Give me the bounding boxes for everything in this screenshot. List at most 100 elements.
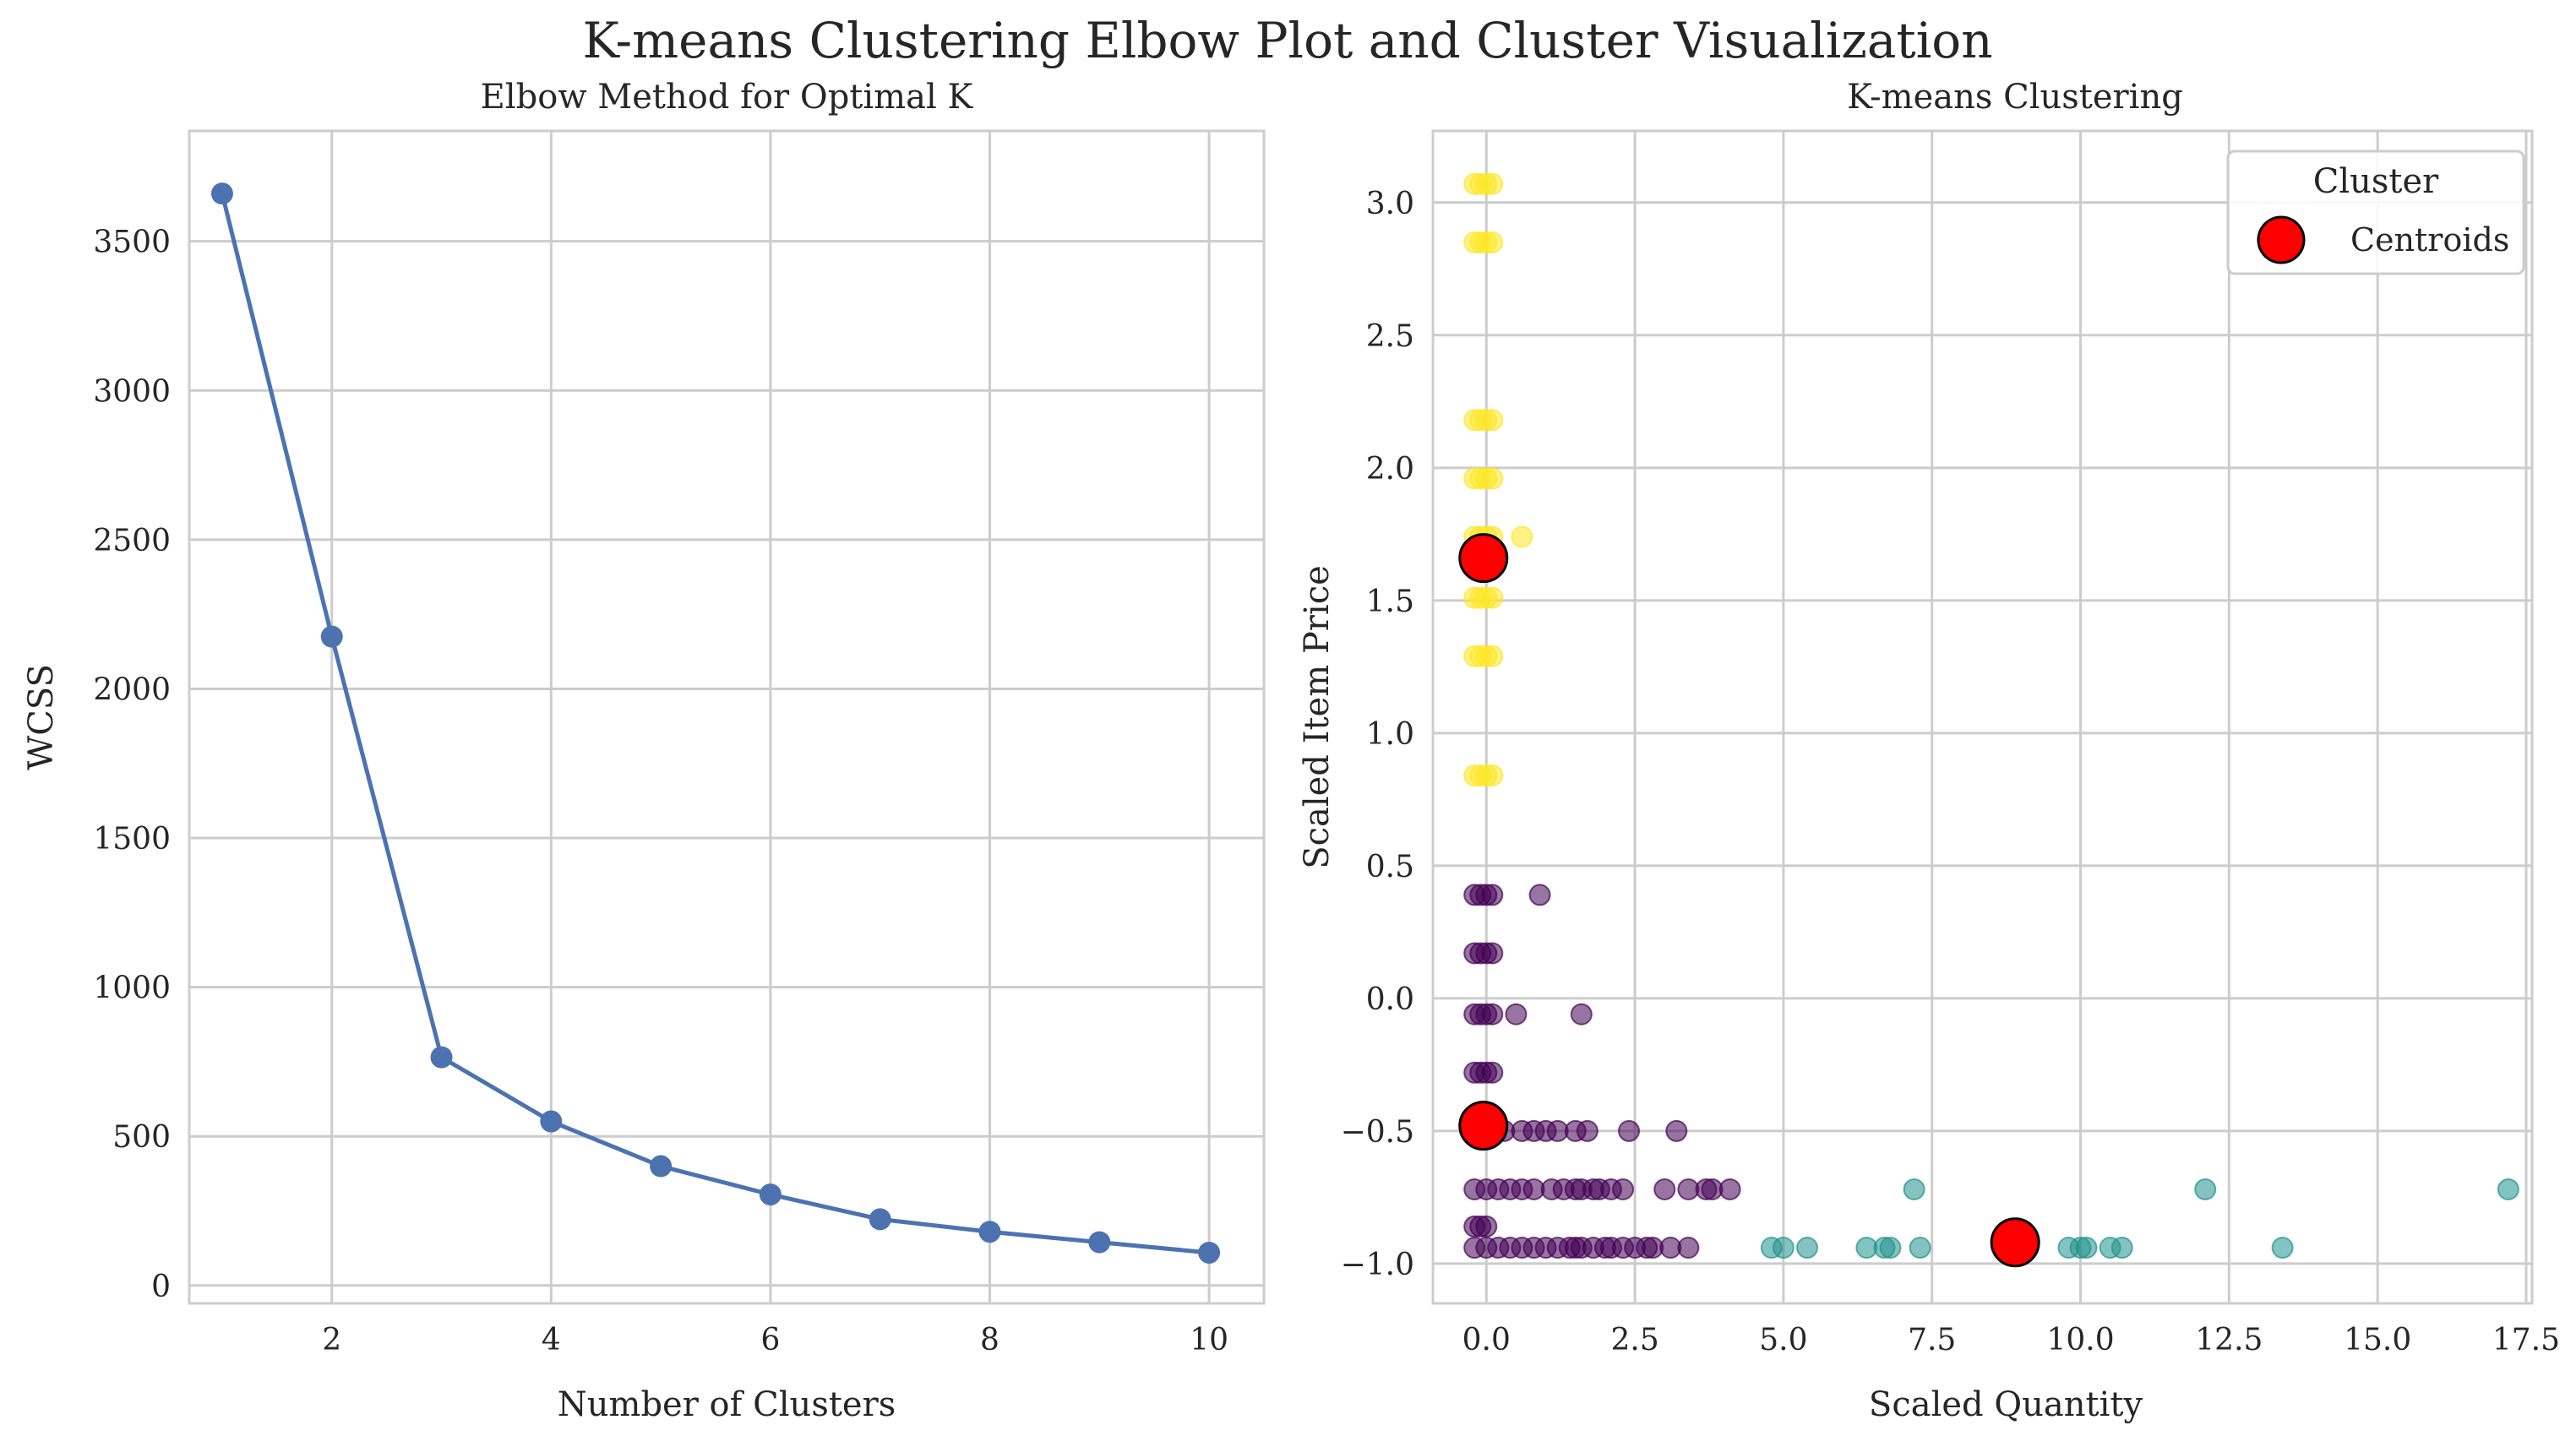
cluster-1-point bbox=[2075, 1237, 2098, 1259]
elbow-y-tick-label: 2500 bbox=[93, 524, 171, 558]
elbow-point bbox=[430, 1046, 453, 1069]
cluster-1-point bbox=[2497, 1178, 2519, 1200]
cluster-0-point bbox=[1481, 942, 1504, 965]
elbow-point bbox=[869, 1208, 891, 1231]
elbow-point bbox=[1198, 1241, 1221, 1264]
scatter-y-tick-label: 0.5 bbox=[1366, 850, 1414, 884]
elbow-point bbox=[210, 182, 233, 205]
cluster-1-point bbox=[1909, 1237, 1931, 1259]
elbow-x-tick-label: 6 bbox=[760, 1323, 780, 1357]
cluster-0-point bbox=[1481, 1061, 1504, 1084]
elbow-y-tick-label: 1000 bbox=[93, 971, 171, 1006]
scatter-x-tick-label: 0.0 bbox=[1462, 1323, 1511, 1357]
cluster-2-point bbox=[1481, 764, 1504, 787]
scatter-x-tick-label: 2.5 bbox=[1610, 1323, 1658, 1357]
elbow-x-tick-label: 10 bbox=[1190, 1323, 1228, 1357]
cluster-0-point bbox=[1528, 884, 1551, 906]
elbow-x-tick-label: 2 bbox=[322, 1323, 341, 1357]
scatter-y-tick-label: 3.0 bbox=[1366, 187, 1414, 221]
elbow-x-tick-label: 8 bbox=[980, 1323, 999, 1357]
cluster-0-point bbox=[1665, 1119, 1688, 1142]
cluster-1-point bbox=[1903, 1178, 1925, 1200]
cluster-1-point bbox=[2271, 1237, 2294, 1259]
elbow-y-tick-label: 1500 bbox=[93, 822, 171, 857]
cluster-1-point bbox=[2194, 1178, 2217, 1200]
scatter-y-tick-label: 1.5 bbox=[1366, 585, 1414, 619]
cluster-2-point bbox=[1481, 586, 1504, 609]
cluster-1-point bbox=[1772, 1237, 1794, 1259]
legend-centroids-label: Centroids bbox=[2350, 221, 2509, 258]
elbow-y-tick-label: 3500 bbox=[93, 226, 171, 260]
elbow-plot-frame bbox=[188, 129, 1266, 1305]
scatter-y-tick-label: −1.0 bbox=[1341, 1248, 1414, 1282]
elbow-y-tick-label: 0 bbox=[151, 1270, 171, 1304]
centroid-marker bbox=[1458, 533, 1509, 584]
elbow-series bbox=[210, 182, 1221, 1264]
cluster-0-point bbox=[1677, 1237, 1700, 1259]
elbow-y-axis-label: WCSS bbox=[22, 664, 61, 770]
elbow-x-tick-label: 4 bbox=[542, 1323, 561, 1357]
elbow-plot-title: Elbow Method for Optimal K bbox=[481, 78, 974, 117]
cluster-0-point bbox=[1618, 1119, 1641, 1142]
scatter-plot-title: K-means Clustering bbox=[1847, 78, 2183, 117]
scatter-x-axis-label: Scaled Quantity bbox=[1869, 1385, 2143, 1424]
scatter-plot-frame bbox=[1431, 129, 2534, 1305]
legend-centroid-swatch bbox=[2257, 215, 2306, 264]
scatter-x-tick-label: 10.0 bbox=[2046, 1323, 2114, 1357]
cluster-1-point bbox=[1879, 1237, 1902, 1259]
scatter-x-tick-labels: 0.0 2.5 5.0 7.5 10.0 12.5 15.0 17.5 bbox=[1462, 1323, 2560, 1357]
cluster-2-point bbox=[1481, 645, 1504, 667]
elbow-y-tick-label: 3000 bbox=[93, 374, 171, 409]
scatter-y-tick-label: 2.5 bbox=[1366, 319, 1414, 354]
elbow-y-tick-labels: 0 500 1000 1500 2000 2500 3000 3500 bbox=[93, 226, 171, 1304]
scatter-y-tick-label: 2.0 bbox=[1366, 452, 1414, 487]
cluster-0-point bbox=[1653, 1178, 1676, 1200]
elbow-point bbox=[978, 1221, 1001, 1243]
elbow-plot: Elbow Method for Optimal K 2 4 6 8 10 0 500 10… bbox=[22, 78, 1266, 1424]
scatter-x-tick-label: 7.5 bbox=[1908, 1323, 1956, 1357]
elbow-point bbox=[540, 1110, 563, 1133]
scatter-y-tick-label: 1.0 bbox=[1366, 717, 1414, 752]
elbow-point bbox=[1088, 1231, 1111, 1254]
cluster-0-point bbox=[1481, 1003, 1504, 1025]
scatter-x-tick-label: 12.5 bbox=[2195, 1323, 2263, 1357]
cluster-0-point bbox=[1481, 884, 1504, 906]
centroid-marker bbox=[1990, 1217, 2040, 1268]
elbow-gridlines bbox=[189, 131, 1264, 1303]
cluster-0-point bbox=[1576, 1119, 1598, 1142]
centroid-marker bbox=[1458, 1101, 1509, 1151]
cluster-1-point bbox=[2110, 1237, 2133, 1259]
scatter-legend: Cluster Centroids bbox=[2226, 150, 2525, 275]
cluster-0-point bbox=[1612, 1178, 1635, 1200]
elbow-x-tick-labels: 2 4 6 8 10 bbox=[322, 1323, 1228, 1357]
elbow-point bbox=[650, 1155, 673, 1178]
cluster-2-point bbox=[1481, 231, 1504, 253]
scatter-x-tick-label: 5.0 bbox=[1759, 1323, 1807, 1357]
kmeans-scatter-plot: K-means Clustering 0.0 2.5 5.0 7.5 10.0 12.5 1… bbox=[1298, 78, 2560, 1424]
legend-title: Cluster bbox=[2313, 162, 2439, 201]
cluster-2-point bbox=[1481, 467, 1504, 490]
centroid-markers bbox=[1458, 533, 2040, 1268]
cluster-0-point bbox=[1475, 1215, 1498, 1238]
elbow-y-tick-label: 500 bbox=[112, 1120, 171, 1155]
elbow-x-axis-label: Number of Clusters bbox=[558, 1385, 896, 1424]
scatter-x-tick-label: 17.5 bbox=[2492, 1323, 2560, 1357]
elbow-wcss-line bbox=[220, 193, 1210, 1255]
scatter-y-axis-label: Scaled Item Price bbox=[1298, 565, 1337, 869]
cluster-2-point bbox=[1511, 525, 1533, 548]
cluster-2-point bbox=[1481, 409, 1504, 432]
figure-suptitle: K-means Clustering Elbow Plot and Cluste… bbox=[582, 12, 1992, 69]
cluster-2-point bbox=[1481, 172, 1504, 195]
cluster-0-point bbox=[1505, 1003, 1528, 1025]
scatter-y-tick-labels: −1.0 −0.5 0.0 0.5 1.0 1.5 2.0 2.5 3.0 bbox=[1341, 187, 1414, 1282]
cluster-0-point bbox=[1570, 1003, 1593, 1025]
cluster-1-point bbox=[1796, 1237, 1819, 1259]
elbow-point bbox=[320, 625, 343, 648]
scatter-y-tick-label: 0.0 bbox=[1366, 982, 1414, 1017]
cluster-points bbox=[1463, 172, 2519, 1259]
scatter-x-tick-label: 15.0 bbox=[2344, 1323, 2411, 1357]
elbow-point bbox=[759, 1183, 782, 1206]
cluster-0-point bbox=[1718, 1178, 1741, 1200]
scatter-y-tick-label: −0.5 bbox=[1341, 1115, 1414, 1150]
